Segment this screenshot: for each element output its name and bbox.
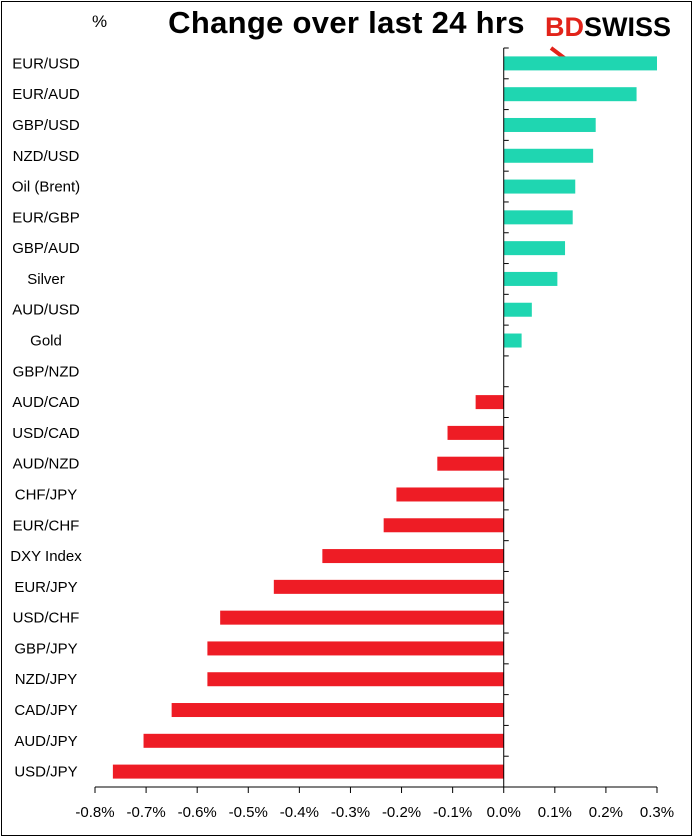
x-tick-label: -0.5%	[229, 804, 268, 821]
x-tick-label: 0.2%	[589, 804, 623, 821]
category-label: GBP/AUD	[12, 240, 80, 257]
category-label: AUD/CAD	[12, 394, 80, 411]
x-tick-label: 0.0%	[487, 804, 521, 821]
x-tick-label: -0.6%	[178, 804, 217, 821]
x-tick-label: -0.3%	[331, 804, 370, 821]
bar	[503, 333, 522, 348]
bar	[220, 610, 504, 625]
category-label: NZD/JPY	[15, 671, 78, 688]
bar	[207, 672, 504, 687]
bar	[396, 487, 504, 502]
bar	[503, 117, 596, 132]
category-label: GBP/NZD	[13, 363, 80, 380]
bar	[207, 641, 504, 656]
bar	[447, 425, 504, 440]
category-label: CHF/JPY	[15, 486, 78, 503]
category-label: AUD/JPY	[14, 733, 77, 750]
category-label: Gold	[30, 333, 62, 350]
x-tick-label: -0.2%	[382, 804, 421, 821]
bdswiss-logo: BDSWISS	[545, 12, 693, 68]
category-label: EUR/CHF	[13, 517, 80, 534]
category-label: AUD/NZD	[13, 456, 80, 473]
category-label: CAD/JPY	[14, 702, 77, 719]
bar	[475, 395, 504, 410]
category-label: GBP/JPY	[14, 640, 77, 657]
logo-swiss-text: SWISS	[584, 12, 672, 42]
category-label: Silver	[27, 271, 65, 288]
category-label: EUR/AUD	[12, 86, 80, 103]
x-tick-label: 0.1%	[538, 804, 572, 821]
category-label: EUR/GBP	[12, 209, 80, 226]
bar	[143, 733, 504, 748]
category-label: Oil (Brent)	[12, 179, 80, 196]
chart-title: Change over last 24 hrs	[168, 5, 525, 40]
category-label: EUR/USD	[12, 55, 80, 72]
x-tick-label: -0.1%	[433, 804, 472, 821]
logo-bd-text: BD	[545, 12, 584, 42]
bar	[322, 549, 504, 564]
bar	[171, 703, 504, 718]
bar	[503, 241, 566, 256]
category-label: USD/JPY	[14, 764, 77, 781]
category-label: AUD/USD	[12, 302, 80, 319]
bar	[503, 210, 573, 225]
x-tick-label: 0.3%	[640, 804, 674, 821]
bar	[503, 56, 657, 71]
category-label: NZD/USD	[13, 148, 80, 165]
category-label: USD/CHF	[13, 610, 80, 627]
bar	[112, 764, 504, 779]
bar	[437, 456, 504, 471]
category-label: USD/CAD	[12, 425, 80, 442]
x-tick-label: -0.7%	[126, 804, 165, 821]
unit-label: %	[92, 12, 108, 31]
bar	[273, 579, 504, 594]
bar	[383, 518, 504, 533]
category-label: EUR/JPY	[14, 579, 77, 596]
bar	[503, 87, 637, 102]
bar	[503, 271, 558, 286]
x-tick-label: -0.4%	[280, 804, 319, 821]
bar	[503, 179, 576, 194]
x-tick-label: -0.8%	[75, 804, 114, 821]
bar	[503, 148, 594, 163]
category-label: GBP/USD	[12, 117, 80, 134]
category-label: DXY Index	[10, 548, 82, 565]
bar	[503, 302, 532, 317]
